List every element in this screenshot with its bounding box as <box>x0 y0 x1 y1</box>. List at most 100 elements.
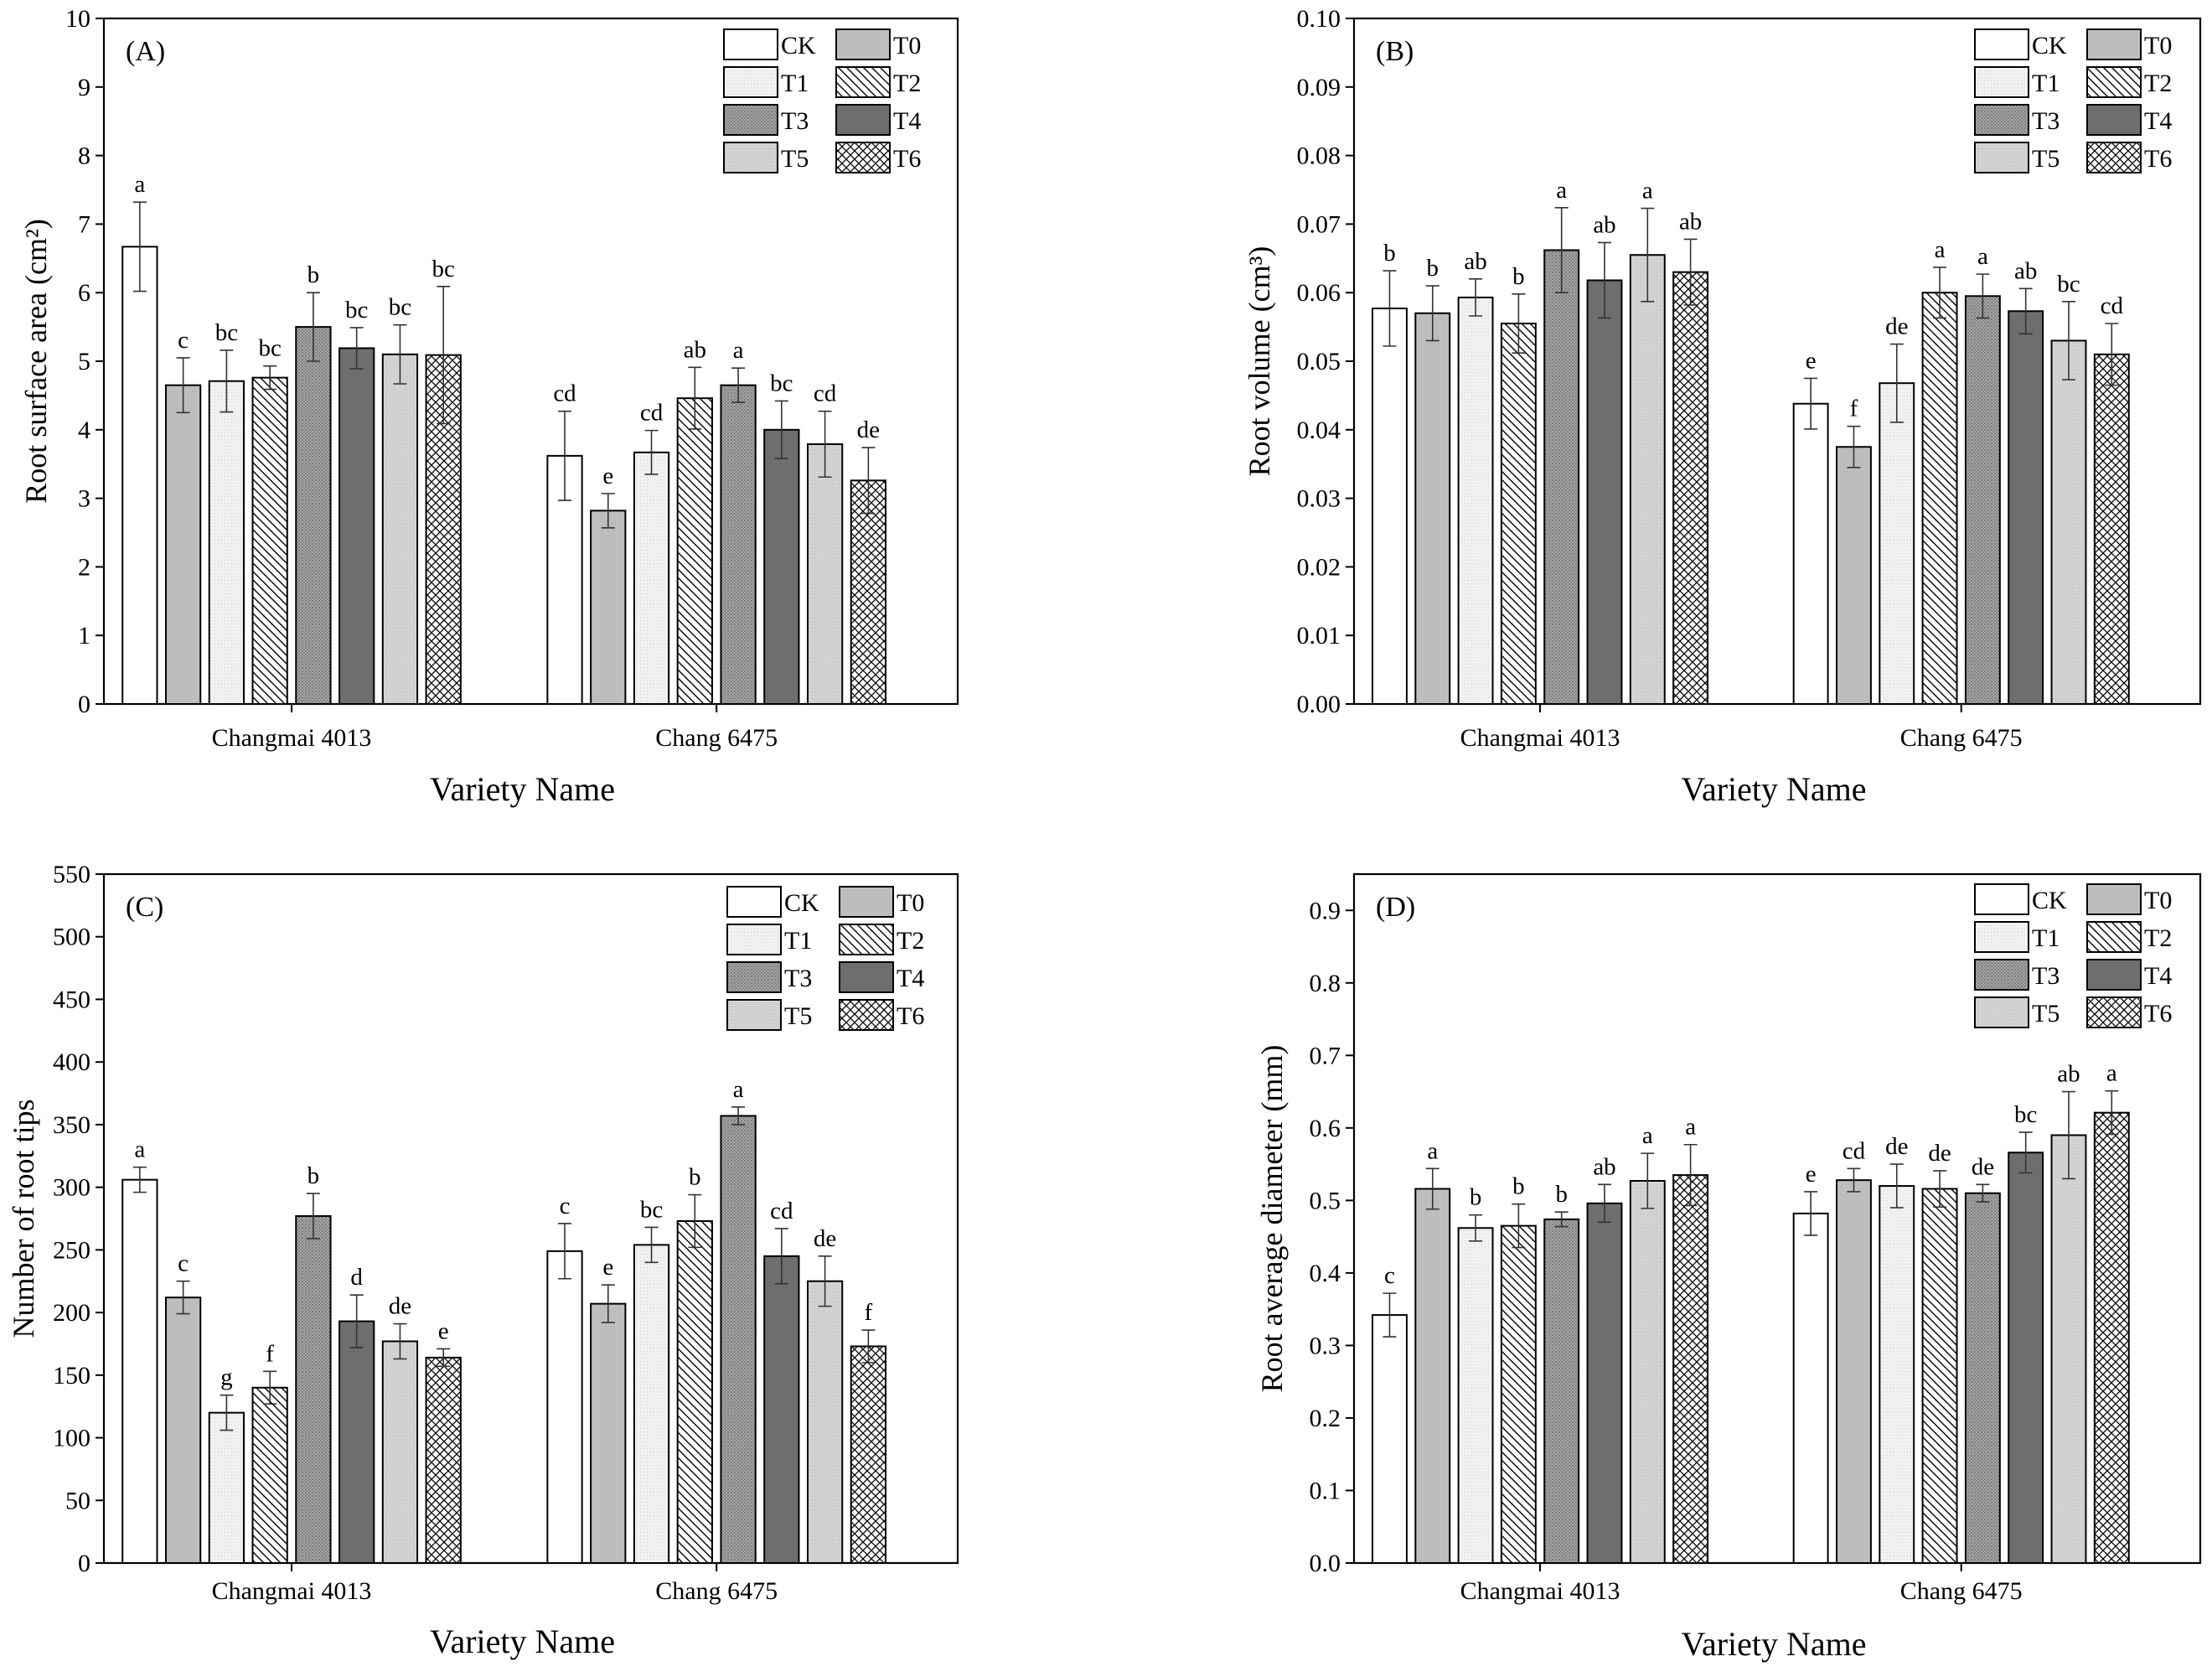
legend-label-t1: T1 <box>781 70 809 97</box>
legend-label-t0: T0 <box>897 889 924 917</box>
legend-swatch-t0 <box>2086 883 2142 915</box>
bar-ck <box>1372 1314 1408 1564</box>
y-tick-label: 50 <box>65 1487 90 1514</box>
significance-letter: c <box>1384 1262 1395 1289</box>
chart-panel-d: 0.0 0.1 0.2 0.3 0.4 0.5 0.6 0.7 0.8 0.9 (D) Root av… <box>1255 872 2202 1663</box>
legend-swatch-t6 <box>2086 142 2142 173</box>
legend-label-t3: T3 <box>2032 107 2060 135</box>
y-axis-title: Root average diameter (mm) <box>1255 1045 1289 1393</box>
significance-letter: bc <box>345 297 368 323</box>
legend-swatch-t4 <box>2086 104 2142 136</box>
significance-letter: c <box>560 1193 571 1219</box>
legend-swatch-t1 <box>726 924 782 955</box>
y-tick-label: 2 <box>78 553 90 581</box>
y-tick-label: 1 <box>78 622 90 650</box>
bar-t2 <box>676 1219 713 1565</box>
significance-letter: de <box>1885 313 1908 340</box>
y-tick-label: 300 <box>53 1174 90 1202</box>
significance-letter: b <box>1383 240 1396 267</box>
bar-t6 <box>1672 271 1709 706</box>
x-tick-label: Changmai 4013 <box>1460 1577 1620 1605</box>
chart-panel-c: 0 50 100 150 200 250 300 350 400 450 500 550 (C) Numb… <box>7 861 959 1660</box>
legend-swatch-t2 <box>2086 921 2142 953</box>
significance-letter: bc <box>640 1196 663 1223</box>
bar-t2 <box>1921 1188 1958 1564</box>
y-tick-label: 6 <box>78 279 90 307</box>
x-tick-label: Changmai 4013 <box>1460 724 1620 752</box>
significance-letter: c <box>178 327 189 354</box>
bar-t5 <box>1629 254 1666 705</box>
legend-swatch-t5 <box>723 142 778 173</box>
plot-frame <box>1352 872 2202 1565</box>
y-tick-label: 450 <box>53 986 90 1013</box>
bar-t5 <box>2050 1134 2087 1564</box>
significance-letter: ab <box>684 336 706 363</box>
significance-letter: e <box>1806 347 1817 374</box>
significance-letter: a <box>1685 1114 1696 1141</box>
significance-letter: bc <box>389 294 411 321</box>
y-tick-label: 0.01 <box>1297 622 1341 650</box>
y-tick-label: 0.8 <box>1310 970 1341 997</box>
legend-swatch-t5 <box>1974 996 2029 1028</box>
bar-t0 <box>164 1297 202 1564</box>
legend-label-t2: T2 <box>897 927 924 955</box>
bar-t2 <box>1500 323 1537 705</box>
significance-letter: a <box>134 171 145 198</box>
y-axis-title: Root surface area (cm²) <box>19 219 53 504</box>
bar-t1 <box>1457 296 1494 705</box>
significance-letter: cd <box>1842 1137 1866 1164</box>
legend-swatch-ck <box>726 886 782 918</box>
legend-label-t6: T6 <box>2144 1000 2172 1027</box>
legend-swatch-t0 <box>2086 28 2142 60</box>
bar-ck <box>546 1250 583 1564</box>
bar-t4 <box>763 428 800 705</box>
significance-letter: b <box>1427 255 1439 282</box>
y-tick-label: 0.0 <box>1310 1550 1341 1577</box>
legend-swatch-t6 <box>2086 996 2142 1028</box>
x-tick-label: Changmai 4013 <box>212 1577 372 1605</box>
y-tick-label: 0.08 <box>1297 142 1341 170</box>
significance-letter: e <box>602 463 613 489</box>
y-tick-label: 0.10 <box>1297 5 1341 33</box>
y-tick-label: 0.5 <box>1310 1187 1341 1214</box>
significance-letter: de <box>389 1293 411 1320</box>
bar-t4 <box>2008 310 2044 705</box>
significance-letter: c <box>178 1250 189 1277</box>
bar-ck <box>1792 1212 1829 1564</box>
significance-letter: ab <box>1593 1153 1615 1180</box>
significance-letter: b <box>1512 263 1525 290</box>
x-tick-label: Chang 6475 <box>1900 724 2023 752</box>
y-tick-label: 0.7 <box>1310 1042 1341 1069</box>
bar-ck <box>121 246 158 706</box>
bar-t0 <box>1836 446 1872 705</box>
bar-t3 <box>295 1215 332 1564</box>
significance-letter: bc <box>432 256 455 282</box>
bar-ck <box>121 1178 158 1564</box>
bar-t0 <box>1836 1179 1872 1565</box>
significance-letter: a <box>733 1076 744 1103</box>
significance-letter: e <box>1806 1161 1817 1188</box>
y-tick-label: 0.04 <box>1297 417 1341 444</box>
significance-letter: ab <box>2057 1061 2080 1088</box>
legend-swatch-ck <box>1974 883 2029 915</box>
legend-label-t3: T3 <box>781 107 809 135</box>
bar-t1 <box>1879 382 1915 705</box>
y-tick-label: 0.9 <box>1310 897 1341 924</box>
x-axis-title: Variety Name <box>430 1623 615 1660</box>
y-tick-label: 200 <box>53 1299 90 1327</box>
legend-label-t0: T0 <box>893 32 921 60</box>
bar-t4 <box>763 1255 800 1564</box>
significance-letter: a <box>1642 178 1653 204</box>
bar-t6 <box>2093 1111 2130 1565</box>
x-tick-label: Chang 6475 <box>1900 1577 2023 1605</box>
significance-letter: d <box>350 1264 363 1291</box>
y-tick-label: 500 <box>53 924 90 951</box>
bar-t1 <box>208 1411 245 1564</box>
legend-label-t5: T5 <box>781 145 809 173</box>
significance-letter: bc <box>258 335 281 362</box>
bar-t3 <box>1964 1192 2001 1565</box>
y-tick-label: 0.3 <box>1310 1332 1341 1359</box>
legend-label-t4: T4 <box>893 107 921 135</box>
y-tick-label: 0 <box>78 691 90 718</box>
